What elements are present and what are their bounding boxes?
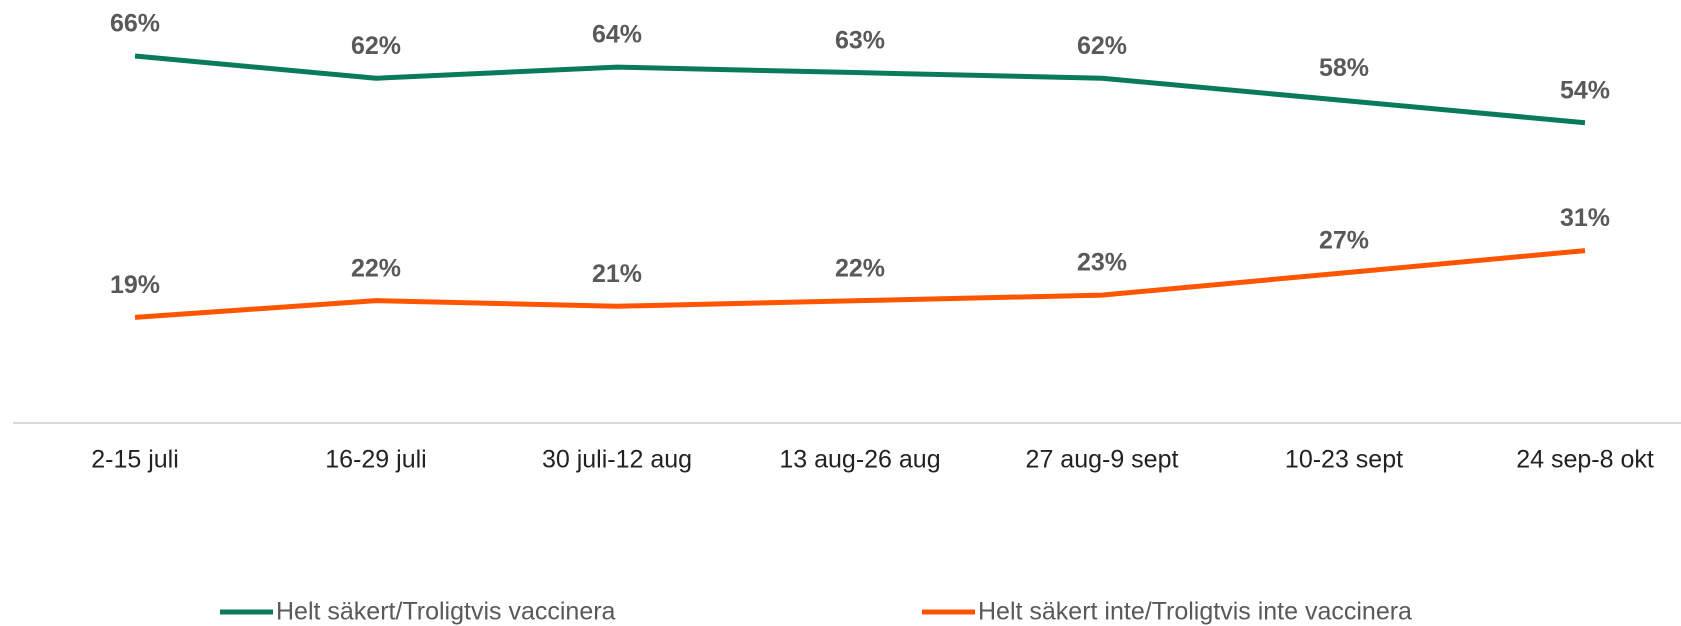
data-label: 21%: [592, 260, 642, 288]
data-label: 31%: [1560, 204, 1610, 232]
legend-label: Helt säkert/Troligtvis vaccinera: [276, 598, 616, 626]
data-label: 19%: [110, 271, 160, 299]
data-label: 64%: [592, 21, 642, 49]
data-label: 63%: [835, 26, 885, 54]
x-tick-label: 27 aug-9 sept: [1026, 446, 1179, 474]
data-label: 22%: [351, 254, 401, 282]
x-tick-label: 16-29 juli: [325, 446, 426, 474]
data-label: 62%: [1077, 32, 1127, 60]
data-label: 22%: [835, 254, 885, 282]
data-label: 23%: [1077, 249, 1127, 277]
x-tick-label: 10-23 sept: [1285, 446, 1403, 474]
legend-label: Helt säkert inte/Troligtvis inte vaccine…: [978, 598, 1412, 626]
series-line: [134, 53, 1586, 126]
data-label: 62%: [351, 32, 401, 60]
x-tick-label: 2-15 juli: [91, 446, 179, 474]
data-label: 58%: [1319, 54, 1369, 82]
data-label: 27%: [1319, 226, 1369, 254]
data-label: 66%: [110, 10, 160, 38]
x-tick-label: 13 aug-26 aug: [779, 446, 940, 474]
x-tick-label: 30 juli-12 aug: [542, 446, 692, 474]
x-tick-label: 24 sep-8 okt: [1516, 446, 1654, 474]
data-label: 54%: [1560, 76, 1610, 104]
series-line: [134, 248, 1586, 320]
